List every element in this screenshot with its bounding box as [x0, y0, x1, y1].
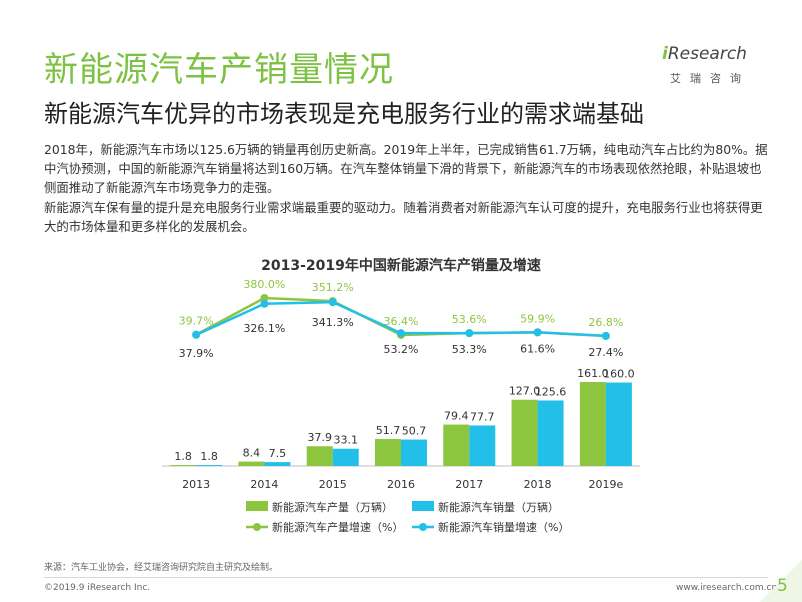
page-number: 5 [777, 576, 788, 596]
logo-subtext: 艾瑞咨询 [670, 72, 750, 85]
line-label: 36.4% [384, 315, 419, 328]
source-note: 来源：汽车工业协会，经艾瑞咨询研究院自主研究及绘制。 [44, 563, 279, 573]
legend-marker [253, 523, 261, 531]
line-label: 53.2% [384, 343, 419, 356]
line-label: 380.0% [243, 278, 285, 291]
line-point [465, 329, 474, 338]
bar [306, 446, 333, 466]
bar-label: 51.7 [376, 424, 401, 437]
bar [537, 400, 564, 466]
paragraph-1: 2018年，新能源汽车市场以125.6万辆的销量再创历史新高。2019年上半年，… [44, 142, 768, 196]
body-text: 2018年，新能源汽车市场以125.6万辆的销量再创历史新高。2019年上半年，… [44, 140, 768, 236]
line-label: 27.4% [588, 346, 623, 359]
corner-decoration [760, 560, 802, 602]
legend-label: 新能源汽车销量增速（%） [438, 520, 569, 534]
copyright: ©2019.9 iResearch Inc. [44, 583, 151, 593]
bar [375, 439, 401, 466]
bar [196, 465, 223, 466]
legend-swatch [412, 501, 434, 511]
footer-divider [44, 577, 768, 578]
line-label: 351.2% [312, 281, 354, 294]
logo-wordmark: iResearch [662, 44, 747, 64]
bar-label: 1.8 [174, 450, 192, 463]
bar-label: 79.4 [444, 410, 469, 423]
x-tick-label: 2019e [588, 478, 623, 491]
iresearch-logo: iResearch 艾瑞咨询 [662, 44, 772, 94]
legend-label: 新能源汽车销量（万辆） [438, 500, 559, 514]
bar-label: 50.7 [402, 425, 427, 438]
legend-label: 新能源汽车产量（万辆） [272, 500, 393, 514]
page-title: 新能源汽车产销量情况 [44, 50, 394, 90]
line-point [192, 330, 201, 339]
line-point [260, 294, 269, 302]
legend-marker [419, 523, 427, 531]
bar-label: 77.7 [470, 410, 495, 423]
bar [238, 461, 265, 466]
chart-title: 2013-2019年中国新能源汽车产销量及增速 [261, 257, 541, 274]
bar [579, 382, 606, 466]
line-label: 26.8% [588, 316, 623, 329]
line-point [601, 331, 610, 340]
bar [401, 439, 427, 466]
bar [443, 424, 470, 466]
line-point [533, 328, 542, 337]
line-label: 61.6% [520, 342, 555, 355]
page-subtitle: 新能源汽车优异的市场表现是充电服务行业的需求端基础 [44, 100, 644, 128]
bar-label: 127.0 [509, 385, 541, 398]
bar-label: 8.4 [243, 447, 261, 460]
bar-label: 160.0 [603, 368, 635, 381]
line-point [260, 299, 269, 308]
bar-label: 161.0 [577, 367, 609, 380]
line-label: 341.3% [312, 316, 354, 329]
x-tick-label: 2014 [250, 478, 278, 491]
line-label: 39.7% [179, 315, 214, 328]
bar [511, 399, 538, 466]
line-label: 59.9% [520, 312, 555, 325]
website-link[interactable]: www.iresearch.com.cn [676, 583, 778, 593]
legend-swatch [246, 501, 268, 511]
bar [469, 425, 496, 466]
line-label: 326.1% [243, 322, 285, 335]
legend-label: 新能源汽车产量增速（%） [272, 520, 403, 534]
x-tick-label: 2015 [319, 478, 347, 491]
line-label: 53.6% [452, 313, 487, 326]
x-tick-label: 2016 [387, 478, 415, 491]
line-label: 37.9% [179, 347, 214, 360]
line-point [397, 329, 405, 338]
x-tick-label: 2013 [182, 478, 210, 491]
bar [170, 465, 197, 466]
paragraph-2: 新能源汽车保有量的提升是充电服务行业需求端最重要的驱动力。随着消费者对新能源汽车… [44, 199, 763, 234]
line-label: 53.3% [452, 343, 487, 356]
bar-label: 37.9 [307, 431, 332, 444]
bar [605, 382, 632, 466]
bar-label: 33.1 [333, 434, 358, 447]
bar-label: 7.5 [269, 447, 287, 460]
line-point [328, 298, 337, 307]
bar-label: 1.8 [200, 450, 218, 463]
x-tick-label: 2018 [524, 478, 552, 491]
x-tick-label: 2017 [455, 478, 483, 491]
bar [332, 448, 359, 466]
bar-label: 125.6 [535, 385, 567, 398]
bar [264, 462, 291, 466]
